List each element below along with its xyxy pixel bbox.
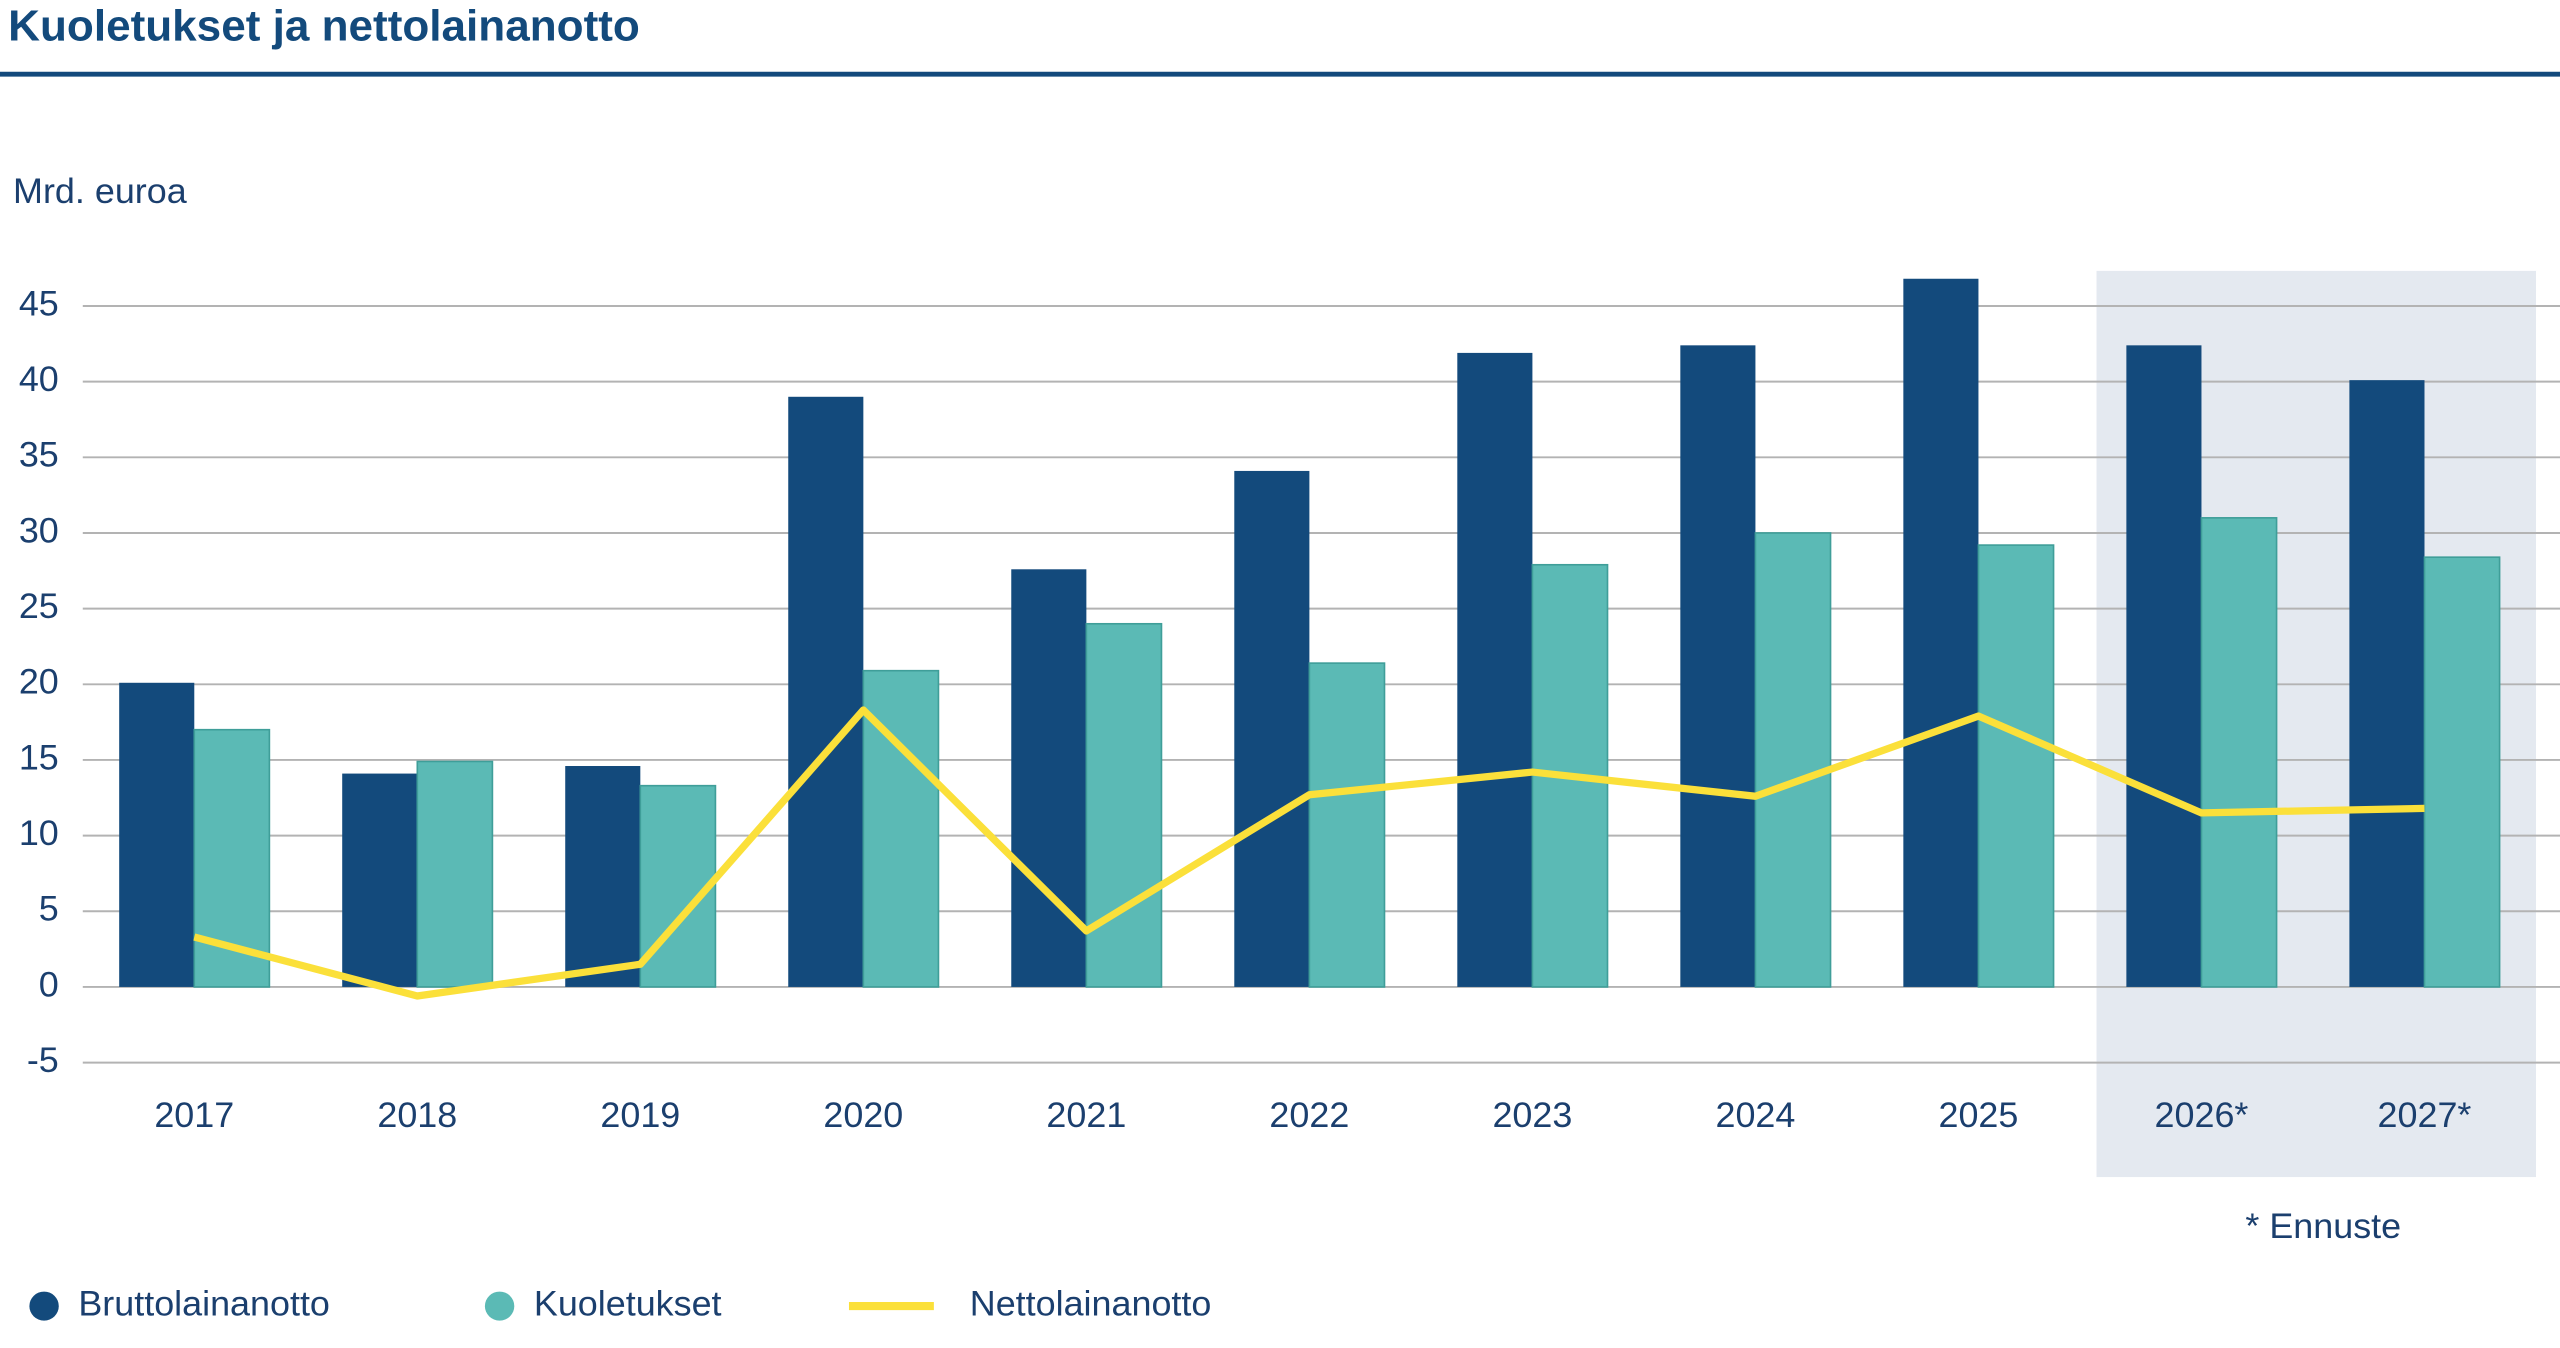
bar xyxy=(1085,622,1163,988)
bar xyxy=(1680,345,1756,987)
bar xyxy=(119,682,195,987)
legend-swatch xyxy=(29,1291,59,1321)
y-tick-label: 15 xyxy=(19,738,59,778)
x-tick-label: 2027* xyxy=(2378,1095,2472,1135)
x-tick-label: 2026* xyxy=(2155,1095,2249,1135)
y-tick-label: 45 xyxy=(19,284,59,324)
legend-swatch xyxy=(484,1291,515,1321)
bar xyxy=(416,760,494,988)
bar xyxy=(1977,544,2055,988)
bar xyxy=(788,396,864,987)
bar xyxy=(1903,278,1979,987)
y-tick-label: 20 xyxy=(19,662,59,702)
chart-title: Kuoletukset ja nettolainanotto xyxy=(8,2,640,51)
y-tick-label: 25 xyxy=(19,586,59,626)
legend-label: Nettolainanotto xyxy=(970,1284,1212,1324)
x-tick-label: 2023 xyxy=(1492,1095,1572,1135)
y-tick-label: 5 xyxy=(39,889,59,929)
y-tick-label: 35 xyxy=(19,435,59,475)
y-tick-label: 10 xyxy=(19,813,59,853)
y-tick-label: 0 xyxy=(39,965,59,1005)
x-tick-label: 2020 xyxy=(823,1095,903,1135)
bar xyxy=(2126,345,2202,987)
legend-label: Kuoletukset xyxy=(534,1284,722,1324)
bar xyxy=(2200,517,2278,988)
line xyxy=(193,706,2425,1000)
bar xyxy=(1308,662,1386,988)
bar xyxy=(565,766,641,987)
x-tick-label: 2017 xyxy=(154,1095,234,1135)
x-tick-label: 2022 xyxy=(1269,1095,1349,1135)
y-tick-label: 40 xyxy=(19,359,59,399)
legend-label: Bruttolainanotto xyxy=(78,1284,330,1324)
bar xyxy=(1754,532,1832,988)
note: * Ennuste xyxy=(2245,1206,2401,1246)
y-tick-label: -5 xyxy=(27,1040,59,1080)
bar xyxy=(342,773,418,987)
y-axis-label: Mrd. euroa xyxy=(13,171,187,211)
bar xyxy=(2349,380,2425,987)
x-tick-label: 2024 xyxy=(1715,1095,1795,1135)
bar xyxy=(1234,470,1310,987)
x-tick-label: 2021 xyxy=(1046,1095,1126,1135)
y-tick-label: 30 xyxy=(19,511,59,551)
x-tick-label: 2018 xyxy=(377,1095,457,1135)
bar xyxy=(1457,352,1533,987)
bar xyxy=(2423,556,2501,988)
x-tick-label: 2025 xyxy=(1938,1095,2018,1135)
x-tick-label: 2019 xyxy=(600,1095,680,1135)
